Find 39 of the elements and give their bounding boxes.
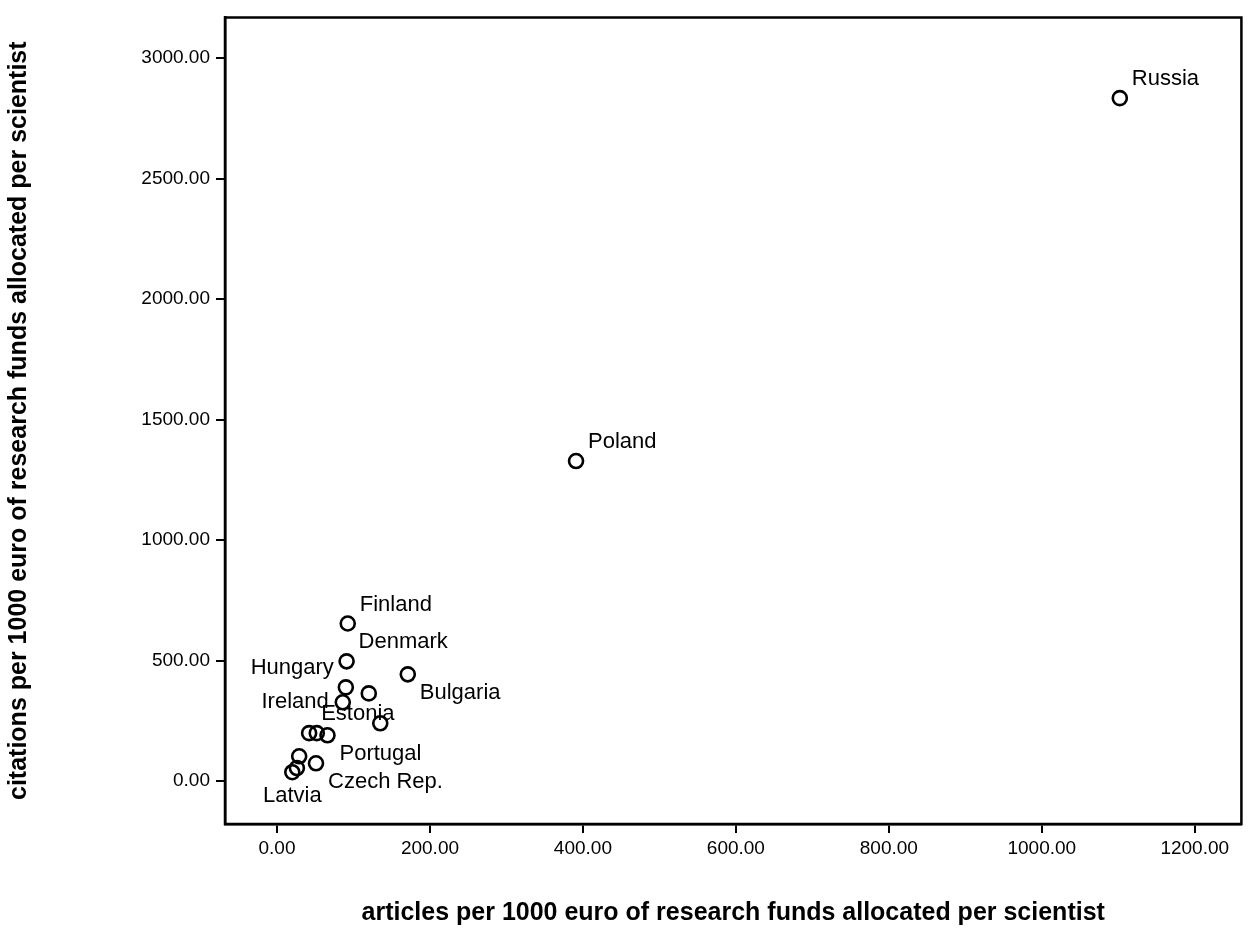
point [290,747,308,765]
y-tick-label: 0.00 [173,769,210,791]
y-tick-label: 2000.00 [141,287,210,309]
point [300,724,318,742]
y-tick-label: 1000.00 [141,528,210,550]
annotation: Russia [1131,65,1200,91]
point [319,727,336,744]
annotation: Hungary [250,654,334,680]
y-tick-label: 1500.00 [141,407,210,429]
y-tick-label: 2500.00 [141,166,210,188]
x-tick-label: 1200.00 [1160,836,1230,858]
x-tick-label: 600.00 [706,836,765,858]
annotation: Portugal [339,740,422,766]
x-tick-label: 0.00 [258,836,296,858]
y-tick-label: 3000.00 [141,46,210,68]
x-tick-label: 200.00 [400,836,460,858]
y-axis-title: citations per 1000 euro of research funds allocated per scientist [2,40,31,800]
point [337,679,355,696]
point [307,754,325,772]
annotation: Bulgaria [419,679,502,705]
point [567,452,585,470]
point [308,724,326,742]
annotation: Poland [588,428,657,454]
x-tick-label: 400.00 [553,836,612,858]
annotation: Czech Rep. [328,768,443,794]
point [360,685,378,702]
annotation: Latvia [262,782,323,808]
point [1111,89,1129,107]
point [399,666,417,683]
x-axis-title: articles per 1000 euro of research funds allocated per scientist [361,896,1106,925]
x-tick-label: 1000.00 [1007,836,1077,858]
annotation: Finland [359,590,432,616]
point [288,759,306,777]
annotation: Denmark [358,628,449,654]
point [339,615,357,632]
y-tick-label: 500.00 [151,648,210,670]
point [284,763,301,781]
point [338,653,355,670]
x-tick-label: 800.00 [859,836,918,858]
